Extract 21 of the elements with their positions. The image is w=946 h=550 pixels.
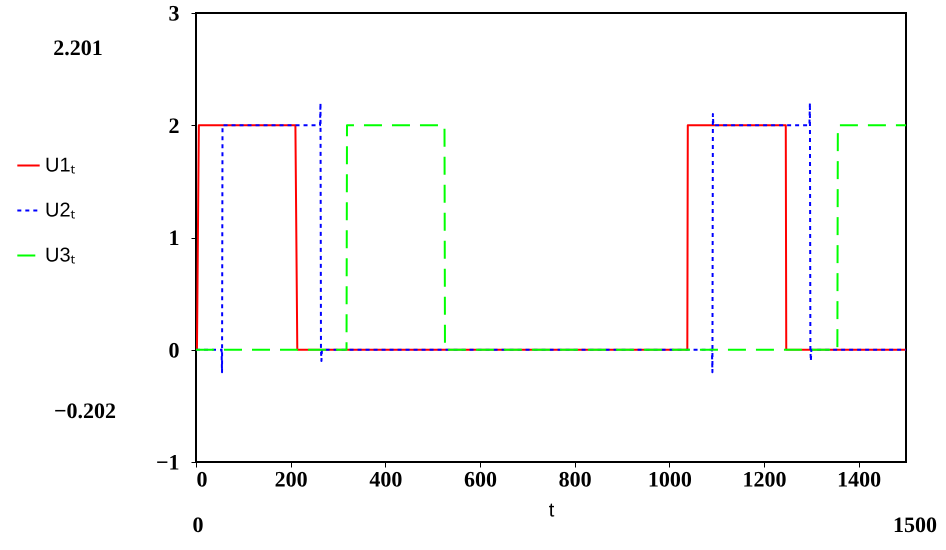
y-tick-label: 1 [168,225,180,250]
y-tick-label: −1 [156,450,180,474]
x-tick-label: 200 [274,466,308,492]
x-tick-label: 800 [558,466,592,492]
legend-label: U1ₜ [45,154,76,176]
y-tick-label: 2 [168,112,180,138]
x-axis-title: t [548,500,555,522]
legend-label: U3ₜ [45,244,76,266]
text: 1500 [893,512,937,538]
x-tick-label: 0 [196,466,208,492]
x-tick-label: 1200 [742,466,786,492]
x-tick-label: 600 [464,466,497,492]
text: 2.201 [53,35,103,61]
y-tick-label: 3 [168,0,180,26]
x-tick-label: 1400 [837,466,882,492]
y-tick-label: 0 [168,337,180,362]
text: 0 [192,512,204,538]
x-tick-label: 400 [369,466,402,492]
x-tick-label: 1000 [648,466,692,492]
text: −0.202 [54,398,116,424]
legend-label: U2ₜ [45,200,76,222]
